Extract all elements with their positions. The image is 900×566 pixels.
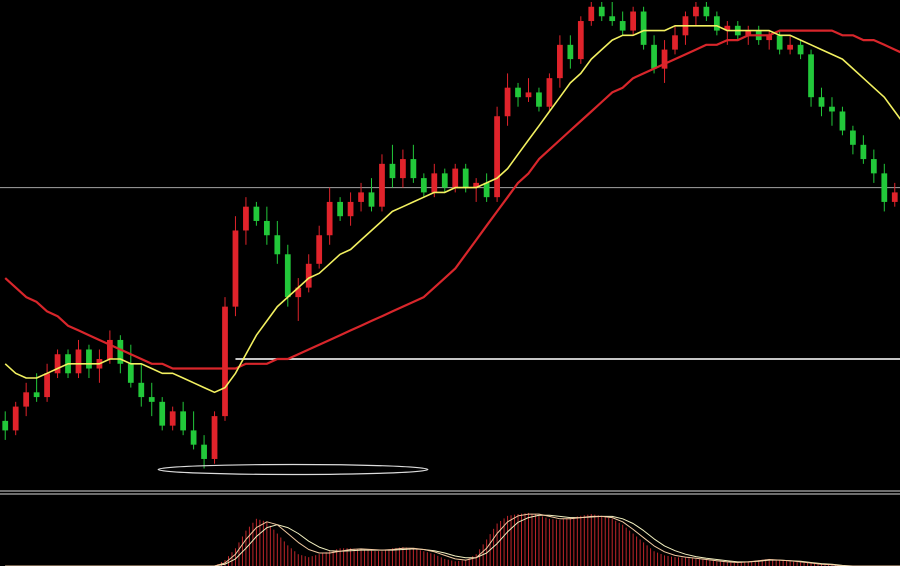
candle-body: [305, 263, 312, 288]
candle-body: [640, 11, 647, 45]
candle-body: [619, 21, 626, 31]
candle-body: [494, 116, 500, 198]
candle-body: [75, 349, 82, 374]
candle-body: [609, 16, 616, 22]
candle-body: [651, 44, 657, 69]
candle-body: [33, 392, 40, 398]
candle-body: [452, 168, 459, 188]
candle-body: [316, 235, 323, 264]
candle-body: [337, 201, 343, 217]
candle-body: [379, 163, 385, 207]
candle-body: [787, 44, 793, 50]
candle-body: [190, 430, 197, 445]
candle-body: [86, 349, 92, 369]
candle-body: [169, 411, 176, 426]
candle-body: [44, 373, 50, 398]
candle-body: [2, 420, 9, 431]
candle-body: [127, 363, 134, 383]
candle-body: [860, 144, 867, 160]
candle-body: [839, 111, 846, 131]
candle-body: [410, 159, 417, 179]
candle-body: [588, 6, 595, 22]
candle-body: [253, 206, 260, 221]
candle-body: [473, 182, 480, 188]
candle-body: [797, 44, 804, 55]
candle-body: [891, 192, 898, 202]
price-levels: [0, 187, 900, 360]
candle-body: [201, 444, 207, 459]
candle-body: [536, 92, 542, 107]
candle-body: [368, 192, 375, 207]
candle-body: [703, 6, 710, 17]
candle-body: [431, 173, 438, 193]
candle-body: [661, 49, 668, 69]
candle-body: [525, 92, 532, 98]
candle-body: [159, 401, 166, 426]
ma-fast-line: [4, 24, 900, 394]
candle-body: [358, 192, 364, 202]
candle-body: [295, 287, 302, 298]
candle-body: [222, 306, 228, 417]
candle-body: [829, 106, 835, 112]
candle-body: [745, 30, 752, 36]
candle-body: [243, 206, 249, 231]
candle-body: [23, 392, 30, 407]
candle-body: [12, 406, 19, 431]
oscillator-panel: [5, 512, 900, 566]
candle-body: [515, 87, 521, 98]
candle-body: [504, 87, 511, 117]
ma-slow-line: [4, 29, 900, 370]
candle-body: [400, 159, 406, 179]
candle-body: [808, 54, 814, 98]
candle-body: [713, 16, 720, 31]
candle-body: [54, 354, 61, 374]
panel-divider: [0, 490, 900, 495]
annotations: [157, 463, 429, 476]
candle-body: [598, 6, 605, 17]
candle-body: [546, 78, 553, 107]
candle-body: [138, 382, 145, 398]
candle-body: [232, 230, 239, 307]
candle-body: [870, 159, 877, 174]
candle-body: [462, 168, 469, 188]
osc-main-line: [5, 513, 900, 566]
candle-body: [557, 44, 563, 79]
candle-body: [263, 220, 270, 236]
candle-body: [180, 411, 187, 431]
candle-body: [326, 201, 333, 236]
candle-body: [107, 339, 113, 359]
candle-body: [766, 35, 773, 41]
candle-body: [567, 44, 574, 60]
candle-body: [630, 11, 637, 31]
candle-body: [483, 182, 490, 198]
candle-body: [420, 178, 427, 193]
candle-body: [347, 201, 354, 217]
candle-body: [724, 25, 731, 31]
moving-averages: [4, 24, 900, 394]
highlight-ellipse: [157, 463, 429, 476]
candle-body: [693, 6, 699, 17]
candle-body: [776, 35, 783, 50]
candle-body: [148, 397, 155, 402]
candle-body: [274, 235, 281, 255]
candle-body: [211, 416, 218, 459]
candle-body: [818, 97, 825, 107]
candle-body: [881, 173, 888, 202]
candle-body: [117, 339, 124, 364]
candle-body: [389, 163, 396, 179]
candle-body: [850, 130, 856, 145]
candle-body: [577, 21, 584, 60]
candle-body: [284, 254, 291, 298]
candle-body: [441, 173, 448, 188]
candle-body: [672, 35, 678, 50]
